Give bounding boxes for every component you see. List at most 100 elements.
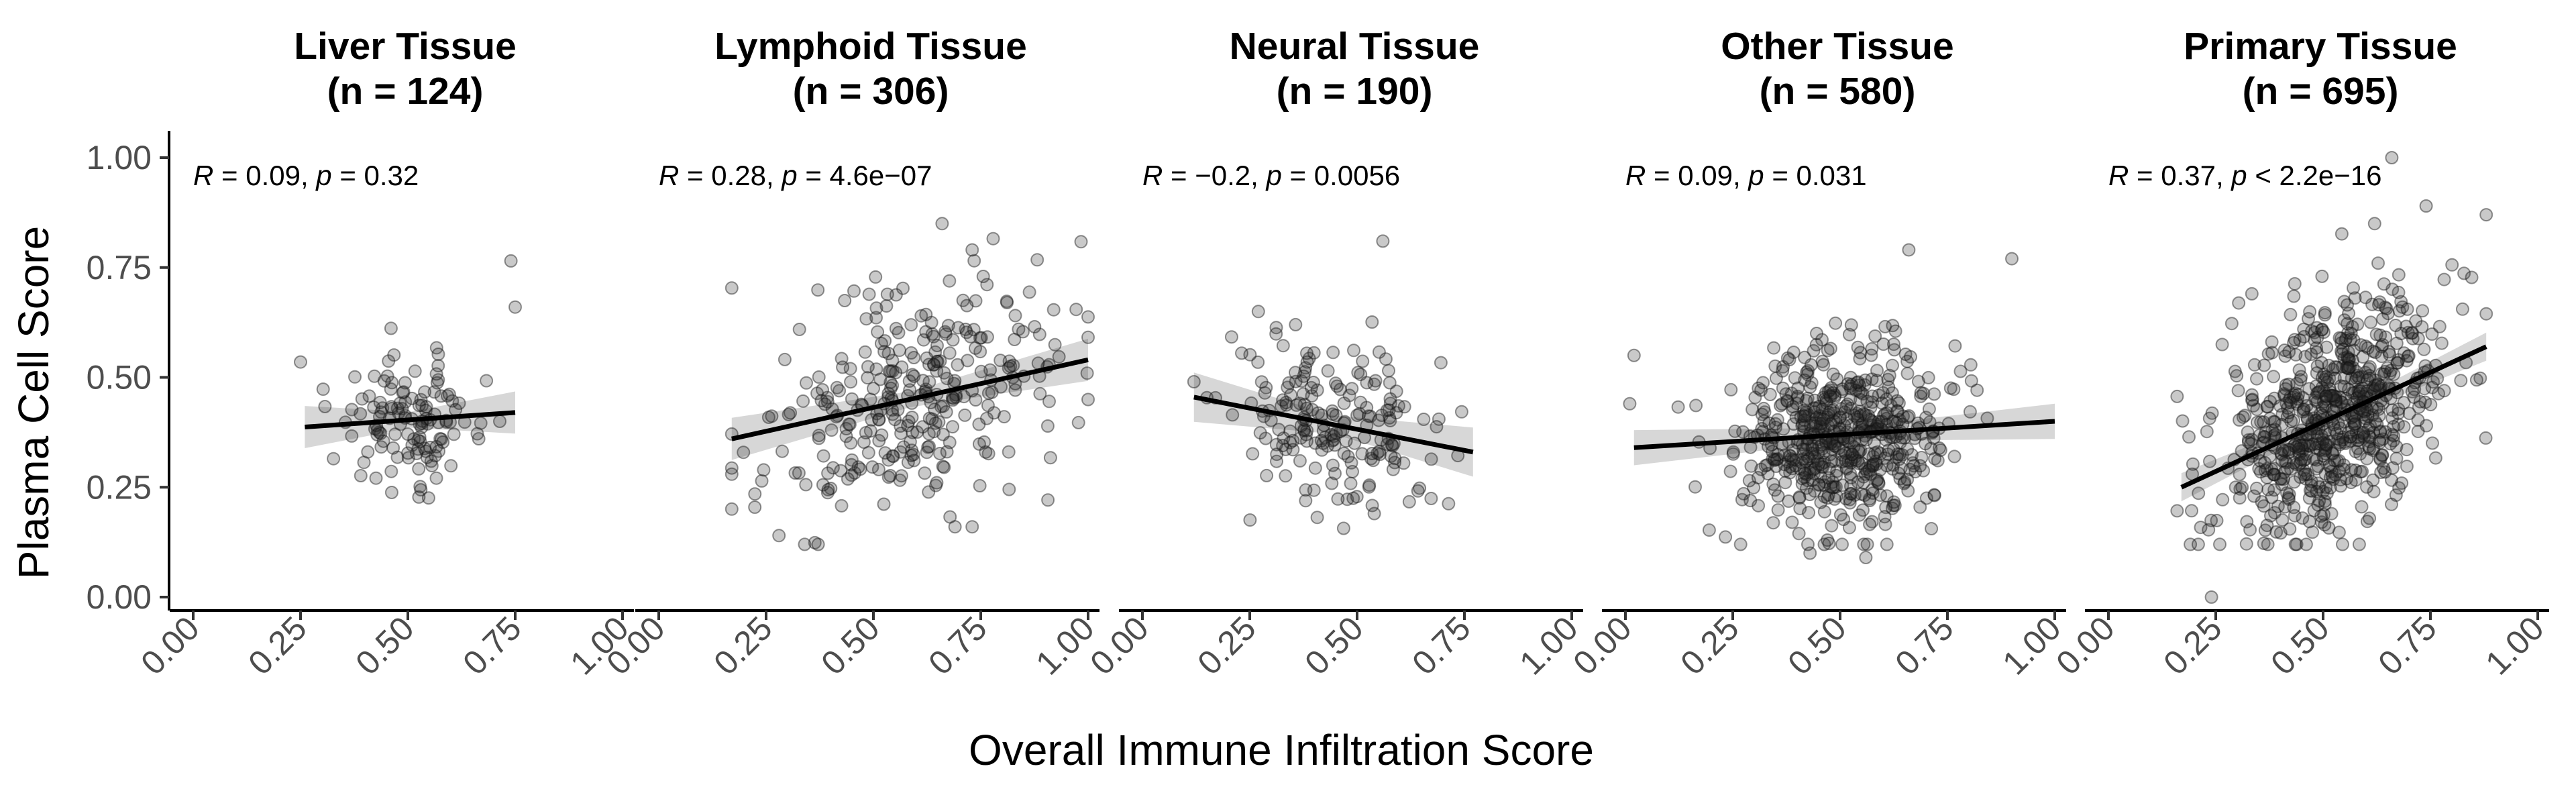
data-point [1865, 342, 1879, 356]
data-point [1831, 441, 1845, 456]
data-point [1769, 371, 1783, 385]
data-point [2250, 372, 2263, 386]
data-point [1289, 374, 1303, 388]
data-point [1886, 498, 1900, 513]
data-point [424, 454, 438, 468]
data-point [1880, 411, 1894, 425]
data-point [2257, 358, 2271, 372]
data-point [841, 472, 855, 486]
data-point [1283, 424, 1297, 438]
data-point [1289, 398, 1303, 412]
data-point [851, 460, 865, 474]
data-point [1286, 443, 1300, 457]
data-point [411, 433, 425, 447]
data-point [1259, 380, 1273, 394]
data-point [431, 373, 445, 387]
data-point [2479, 307, 2493, 321]
data-point [1817, 390, 1830, 405]
data-point [412, 490, 426, 504]
data-point [1766, 445, 1780, 458]
data-point [1735, 492, 1749, 507]
data-point [901, 456, 915, 470]
data-point [1258, 431, 1273, 445]
data-point [2417, 342, 2431, 356]
data-point [967, 323, 981, 337]
data-point [2224, 317, 2239, 331]
data-point [916, 420, 930, 434]
data-point [848, 466, 862, 480]
data-point [2319, 437, 2333, 451]
data-point [1797, 463, 1811, 477]
data-point [1048, 337, 1062, 352]
data-point [2332, 331, 2347, 345]
data-point [880, 287, 894, 301]
data-point [1856, 387, 1870, 401]
data-point [1784, 386, 1799, 401]
data-point [1876, 386, 1890, 400]
data-point [1782, 353, 1796, 367]
data-point [1300, 423, 1314, 437]
data-point [1342, 388, 1356, 403]
data-point [1890, 405, 1904, 419]
data-point [844, 436, 858, 450]
data-point [1360, 401, 1374, 415]
data-point [1780, 394, 1794, 407]
data-point [1372, 345, 1386, 359]
data-point [1862, 492, 1876, 506]
data-point [2314, 509, 2328, 523]
data-point [1804, 358, 1818, 372]
data-point [835, 498, 849, 513]
data-point [1847, 488, 1862, 502]
data-point [2316, 449, 2330, 463]
data-point [1798, 407, 1812, 421]
data-point [1808, 416, 1822, 430]
data-point [1853, 378, 1866, 392]
data-point [1081, 392, 1095, 407]
data-point [2385, 151, 2399, 164]
data-point [1900, 411, 1915, 424]
data-point [1778, 458, 1792, 472]
data-point [943, 274, 957, 288]
data-point [2479, 431, 2493, 445]
data-point [2204, 513, 2218, 527]
data-point [1812, 478, 1826, 492]
data-point [1424, 492, 1438, 505]
data-point [1913, 459, 1927, 473]
data-point [879, 299, 894, 313]
data-point [1776, 381, 1790, 395]
data-point [380, 369, 394, 383]
data-point [916, 374, 930, 388]
data-point [1327, 433, 1341, 447]
data-point [388, 427, 402, 441]
data-point [1388, 456, 1402, 470]
data-point [885, 364, 900, 378]
data-point [2282, 492, 2296, 507]
data-point [1809, 419, 1823, 433]
data-point [919, 325, 933, 339]
data-point [816, 449, 830, 463]
data-point [951, 358, 965, 372]
data-point [1761, 467, 1775, 481]
data-point [1767, 341, 1781, 355]
data-point [1805, 473, 1819, 487]
data-point [1786, 346, 1801, 360]
data-point [838, 294, 852, 307]
data-point [1791, 381, 1805, 395]
regression-line [1193, 394, 1474, 455]
data-point [345, 403, 359, 417]
data-point [1365, 447, 1379, 460]
data-point [2298, 467, 2312, 481]
data-point [1761, 439, 1775, 454]
data-point [748, 500, 762, 514]
data-point [1885, 501, 1899, 515]
data-point [1337, 396, 1351, 411]
data-point [1391, 399, 1405, 413]
panel-2: Lymphoid Tissue(n = 306)0.00 0.25 0.50 0.75… [599, 25, 1101, 682]
data-point [2353, 465, 2367, 479]
data-point [1866, 460, 1880, 474]
data-point [1817, 392, 1831, 407]
data-point [1829, 480, 1843, 494]
data-point [1823, 390, 1837, 404]
data-point [413, 480, 427, 494]
data-point [1839, 446, 1853, 460]
